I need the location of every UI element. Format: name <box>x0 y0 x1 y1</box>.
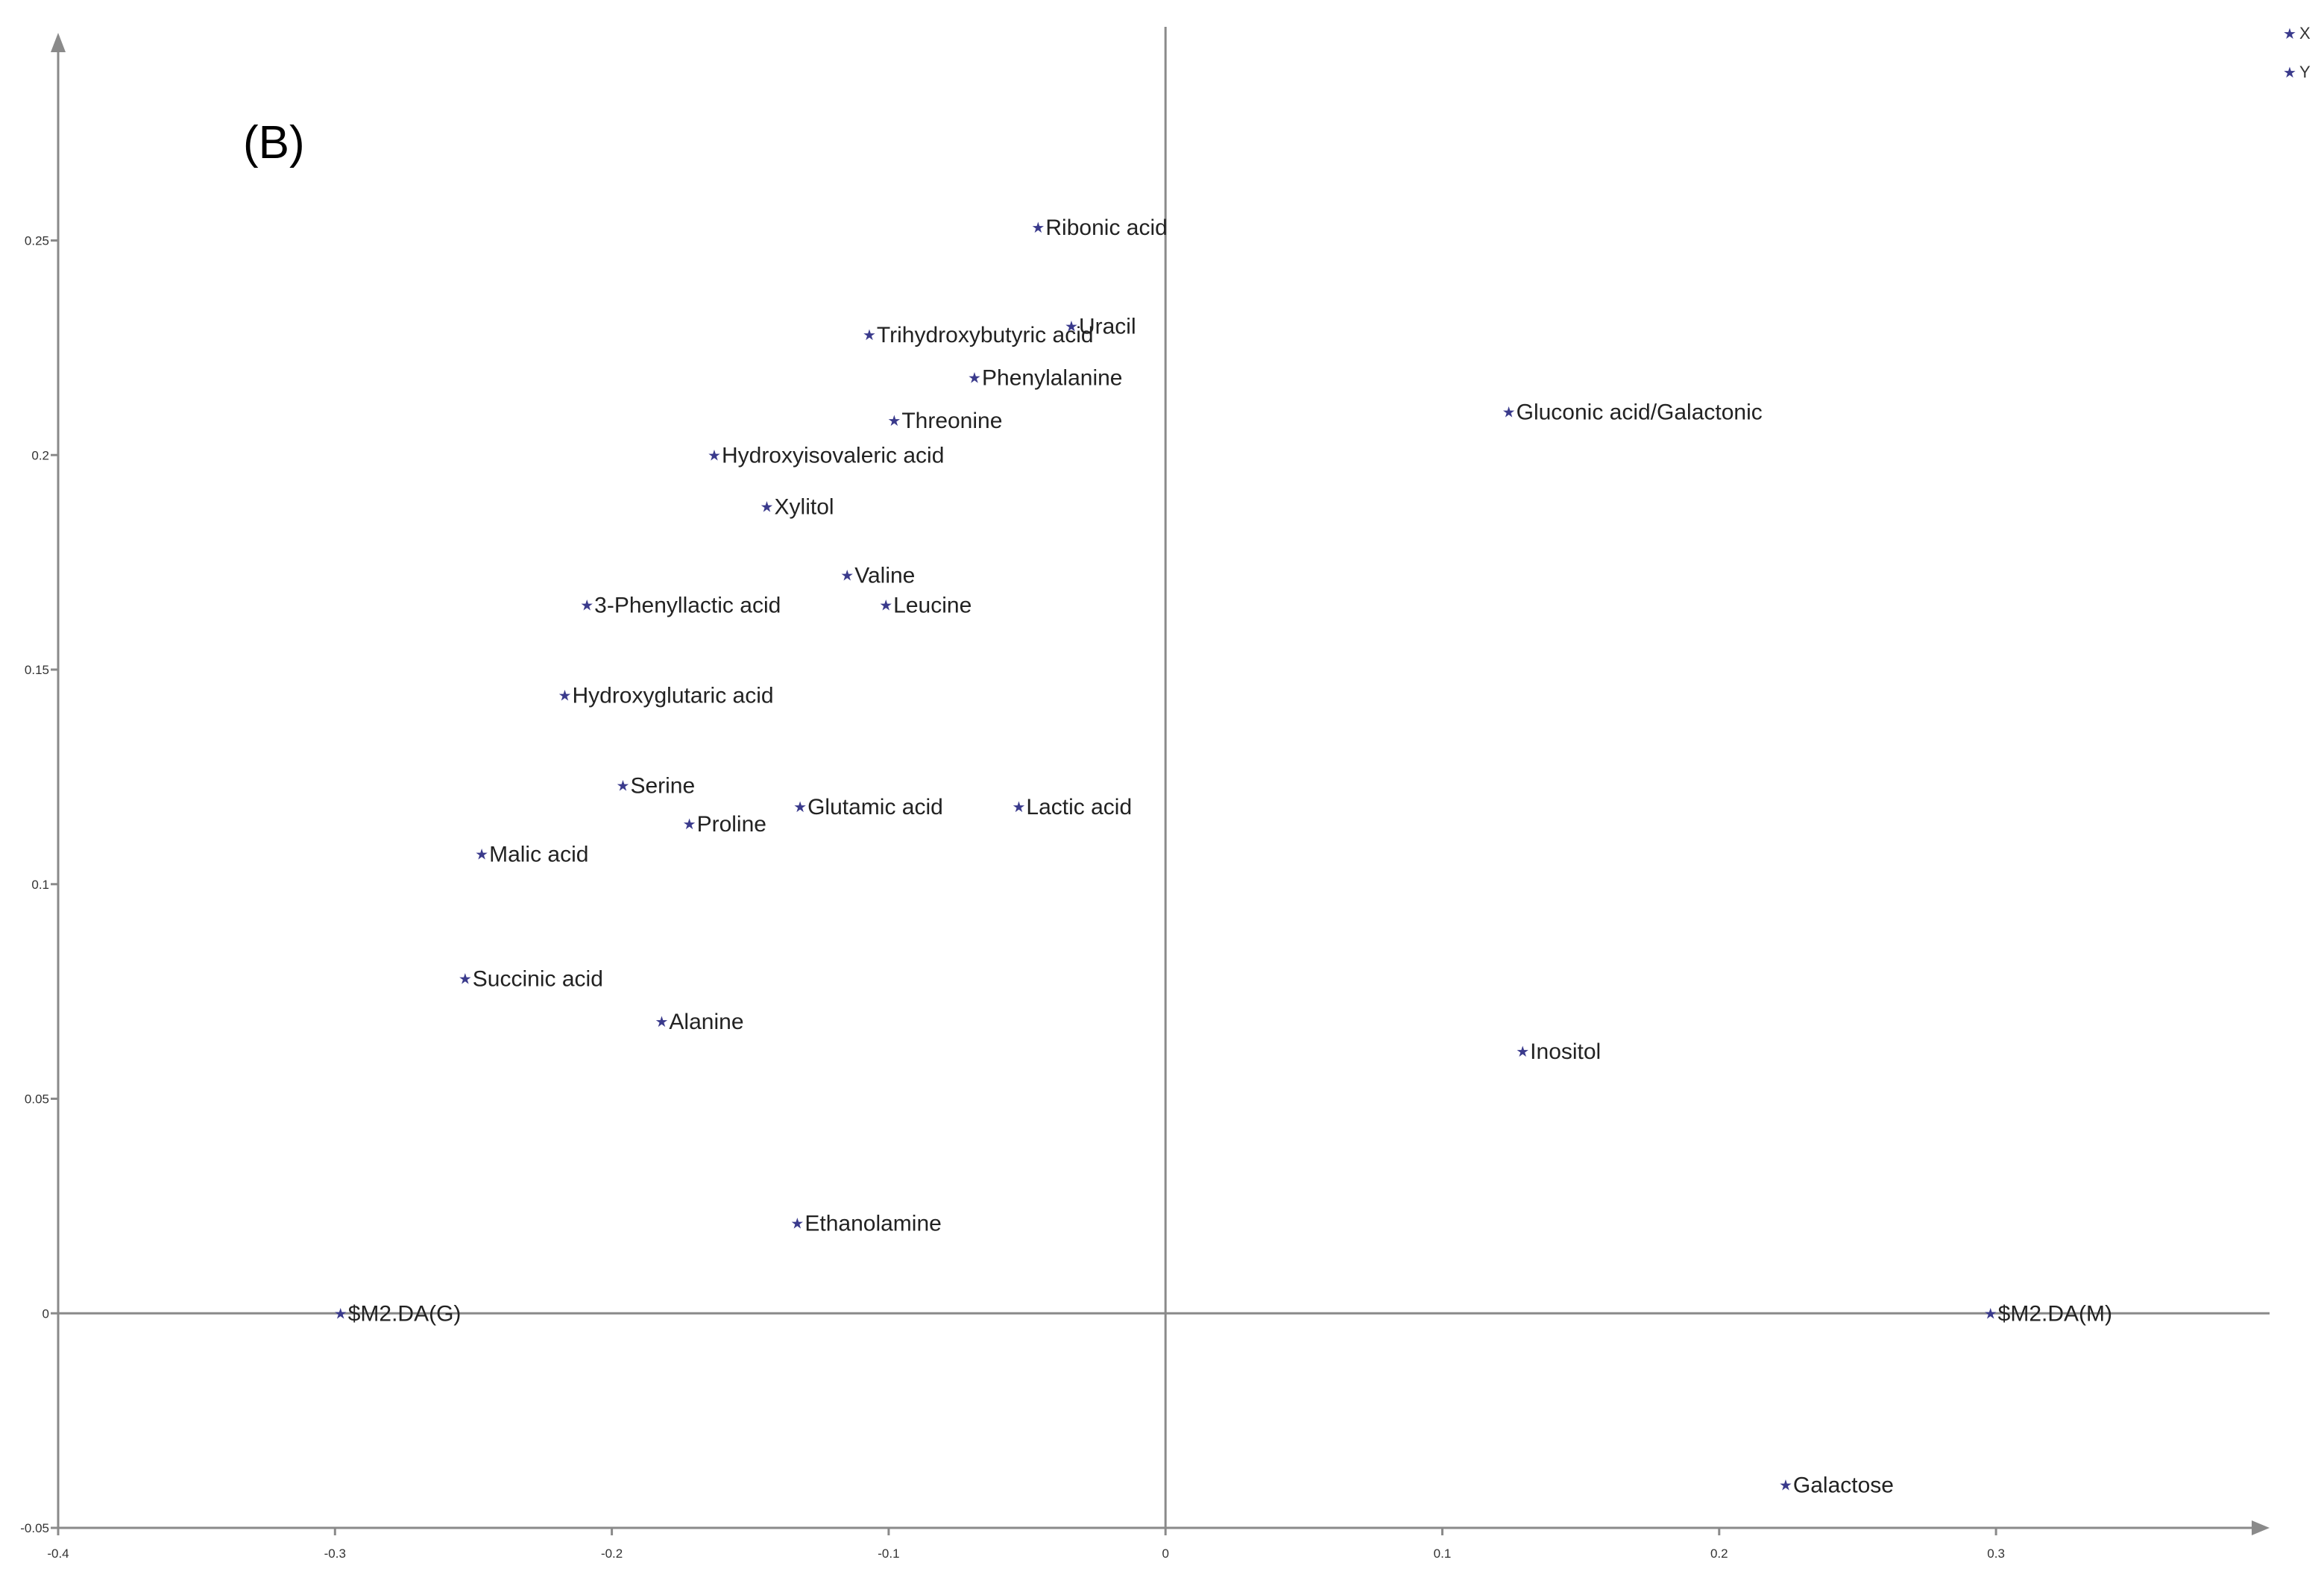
x-tick-label: -0.2 <box>601 1547 623 1561</box>
point-label: Serine <box>630 773 695 798</box>
point-marker: ★ <box>616 776 629 794</box>
y-tick-label: 0 <box>42 1306 49 1321</box>
data-point: ★ Proline <box>683 812 766 837</box>
data-point: ★ Threonine <box>887 409 1002 433</box>
data-point: ★ Valine <box>840 563 915 588</box>
data-point: ★ Trihydroxybutyric acid <box>863 323 1094 347</box>
data-point: ★ Galactose <box>1779 1473 1894 1497</box>
point-marker: ★ <box>1516 1042 1529 1060</box>
x-tick-label: 0.2 <box>1710 1547 1728 1561</box>
point-marker: ★ <box>558 687 572 705</box>
x-tick-label: -0.4 <box>47 1547 69 1561</box>
data-point: ★ Uracil <box>1065 315 1136 339</box>
point-label: Threonine <box>901 409 1002 433</box>
y-axis-arrow <box>51 33 66 52</box>
point-label: Uracil <box>1079 315 1136 339</box>
point-label: Leucine <box>893 594 972 618</box>
point-marker: ★ <box>459 969 472 987</box>
axes: -0.4 -0.3 -0.2 -0.1 0 0.1 0.2 0.3 -0.05 0 0.05 0.1 0… <box>20 27 2270 1561</box>
point-marker: ★ <box>879 597 892 614</box>
y-tick-label: 0.25 <box>25 234 49 248</box>
point-label: $M2.DA(M) <box>1998 1301 2112 1326</box>
legend-label-y: Y <box>2299 63 2311 81</box>
data-point: ★ Lactic acid <box>1012 795 1132 819</box>
point-marker: ★ <box>887 412 901 430</box>
point-label: Xylitol <box>775 494 834 519</box>
y-tick-label: 0.1 <box>31 878 49 892</box>
point-marker: ★ <box>761 497 774 515</box>
panel-label: (B) <box>243 117 305 169</box>
point-label: Trihydroxybutyric acid <box>877 323 1094 347</box>
y-tick-label: -0.05 <box>20 1521 49 1535</box>
legend-label-x: X <box>2299 24 2311 43</box>
point-label: Inositol <box>1530 1039 1601 1064</box>
point-marker: ★ <box>1031 218 1045 236</box>
data-point: ★ Malic acid <box>475 842 588 866</box>
x-tick-label: -0.1 <box>878 1547 899 1561</box>
data-point: ★ Inositol <box>1516 1039 1601 1064</box>
point-marker: ★ <box>708 446 721 464</box>
point-label: Phenylalanine <box>982 366 1122 391</box>
point-marker: ★ <box>793 798 807 816</box>
data-point: ★ $M2.DA(G) <box>334 1301 462 1326</box>
point-marker: ★ <box>1984 1304 1997 1322</box>
y-tick-label: 0.05 <box>25 1092 49 1107</box>
data-point: ★ Alanine <box>655 1010 743 1034</box>
point-marker: ★ <box>863 326 876 344</box>
point-marker: ★ <box>790 1214 804 1232</box>
data-point: ★ $M2.DA(M) <box>1984 1301 2112 1326</box>
point-label: Glutamic acid <box>807 795 943 819</box>
data-point: ★ Succinic acid <box>459 966 603 991</box>
x-tick-label: 0.3 <box>1987 1547 2005 1561</box>
point-marker: ★ <box>655 1013 668 1031</box>
point-marker: ★ <box>334 1304 347 1322</box>
point-label: Proline <box>697 812 766 837</box>
legend: ★ X ★ Y <box>2283 24 2311 81</box>
point-marker: ★ <box>1502 403 1516 421</box>
point-label: Alanine <box>669 1010 743 1034</box>
point-label: Lactic acid <box>1026 795 1132 819</box>
point-label: Hydroxyisovaleric acid <box>722 443 944 468</box>
data-point: ★ Gluconic acid/Galactonic <box>1502 400 1763 425</box>
y-tick-label: 0.15 <box>25 663 49 677</box>
data-point: ★ 3-Phenyllactic acid <box>580 594 781 618</box>
legend-marker-x: ★ <box>2283 25 2296 43</box>
data-point: ★ Serine <box>616 773 695 798</box>
point-label: Ribonic acid <box>1045 215 1167 240</box>
point-label: Hydroxyglutaric acid <box>572 684 773 708</box>
point-marker: ★ <box>1012 798 1025 816</box>
data-point: ★ Hydroxyisovaleric acid <box>708 443 944 468</box>
data-points: ★ Ribonic acid★ Uracil★ Trihydroxybutyric a… <box>334 215 2112 1497</box>
point-marker: ★ <box>840 566 854 584</box>
x-tick-label: -0.3 <box>324 1547 346 1561</box>
data-point: ★ Ribonic acid <box>1031 215 1167 240</box>
data-point: ★ Phenylalanine <box>968 366 1122 391</box>
point-label: Galactose <box>1793 1473 1894 1497</box>
point-marker: ★ <box>475 845 488 863</box>
point-label: Valine <box>854 563 915 588</box>
point-marker: ★ <box>683 815 696 833</box>
y-tick-label: 0.2 <box>31 448 49 462</box>
point-marker: ★ <box>1779 1476 1792 1494</box>
data-point: ★ Xylitol <box>761 494 834 519</box>
x-axis-arrow <box>2252 1520 2270 1535</box>
point-label: Gluconic acid/Galactonic <box>1517 400 1763 425</box>
point-label: Succinic acid <box>473 966 603 991</box>
point-marker: ★ <box>580 597 593 614</box>
data-point: ★ Ethanolamine <box>790 1211 941 1236</box>
data-point: ★ Leucine <box>879 594 972 618</box>
point-label: Ethanolamine <box>804 1211 941 1236</box>
data-point: ★ Hydroxyglutaric acid <box>558 684 774 708</box>
x-tick-label: 0.1 <box>1434 1547 1452 1561</box>
point-label: 3-Phenyllactic acid <box>594 594 781 618</box>
point-marker: ★ <box>968 369 981 387</box>
data-point: ★ Glutamic acid <box>793 795 943 819</box>
point-label: $M2.DA(G) <box>348 1301 462 1326</box>
point-marker: ★ <box>1065 318 1078 336</box>
point-label: Malic acid <box>489 842 588 866</box>
legend-marker-y: ★ <box>2283 63 2296 81</box>
x-tick-label: 0 <box>1162 1547 1168 1561</box>
